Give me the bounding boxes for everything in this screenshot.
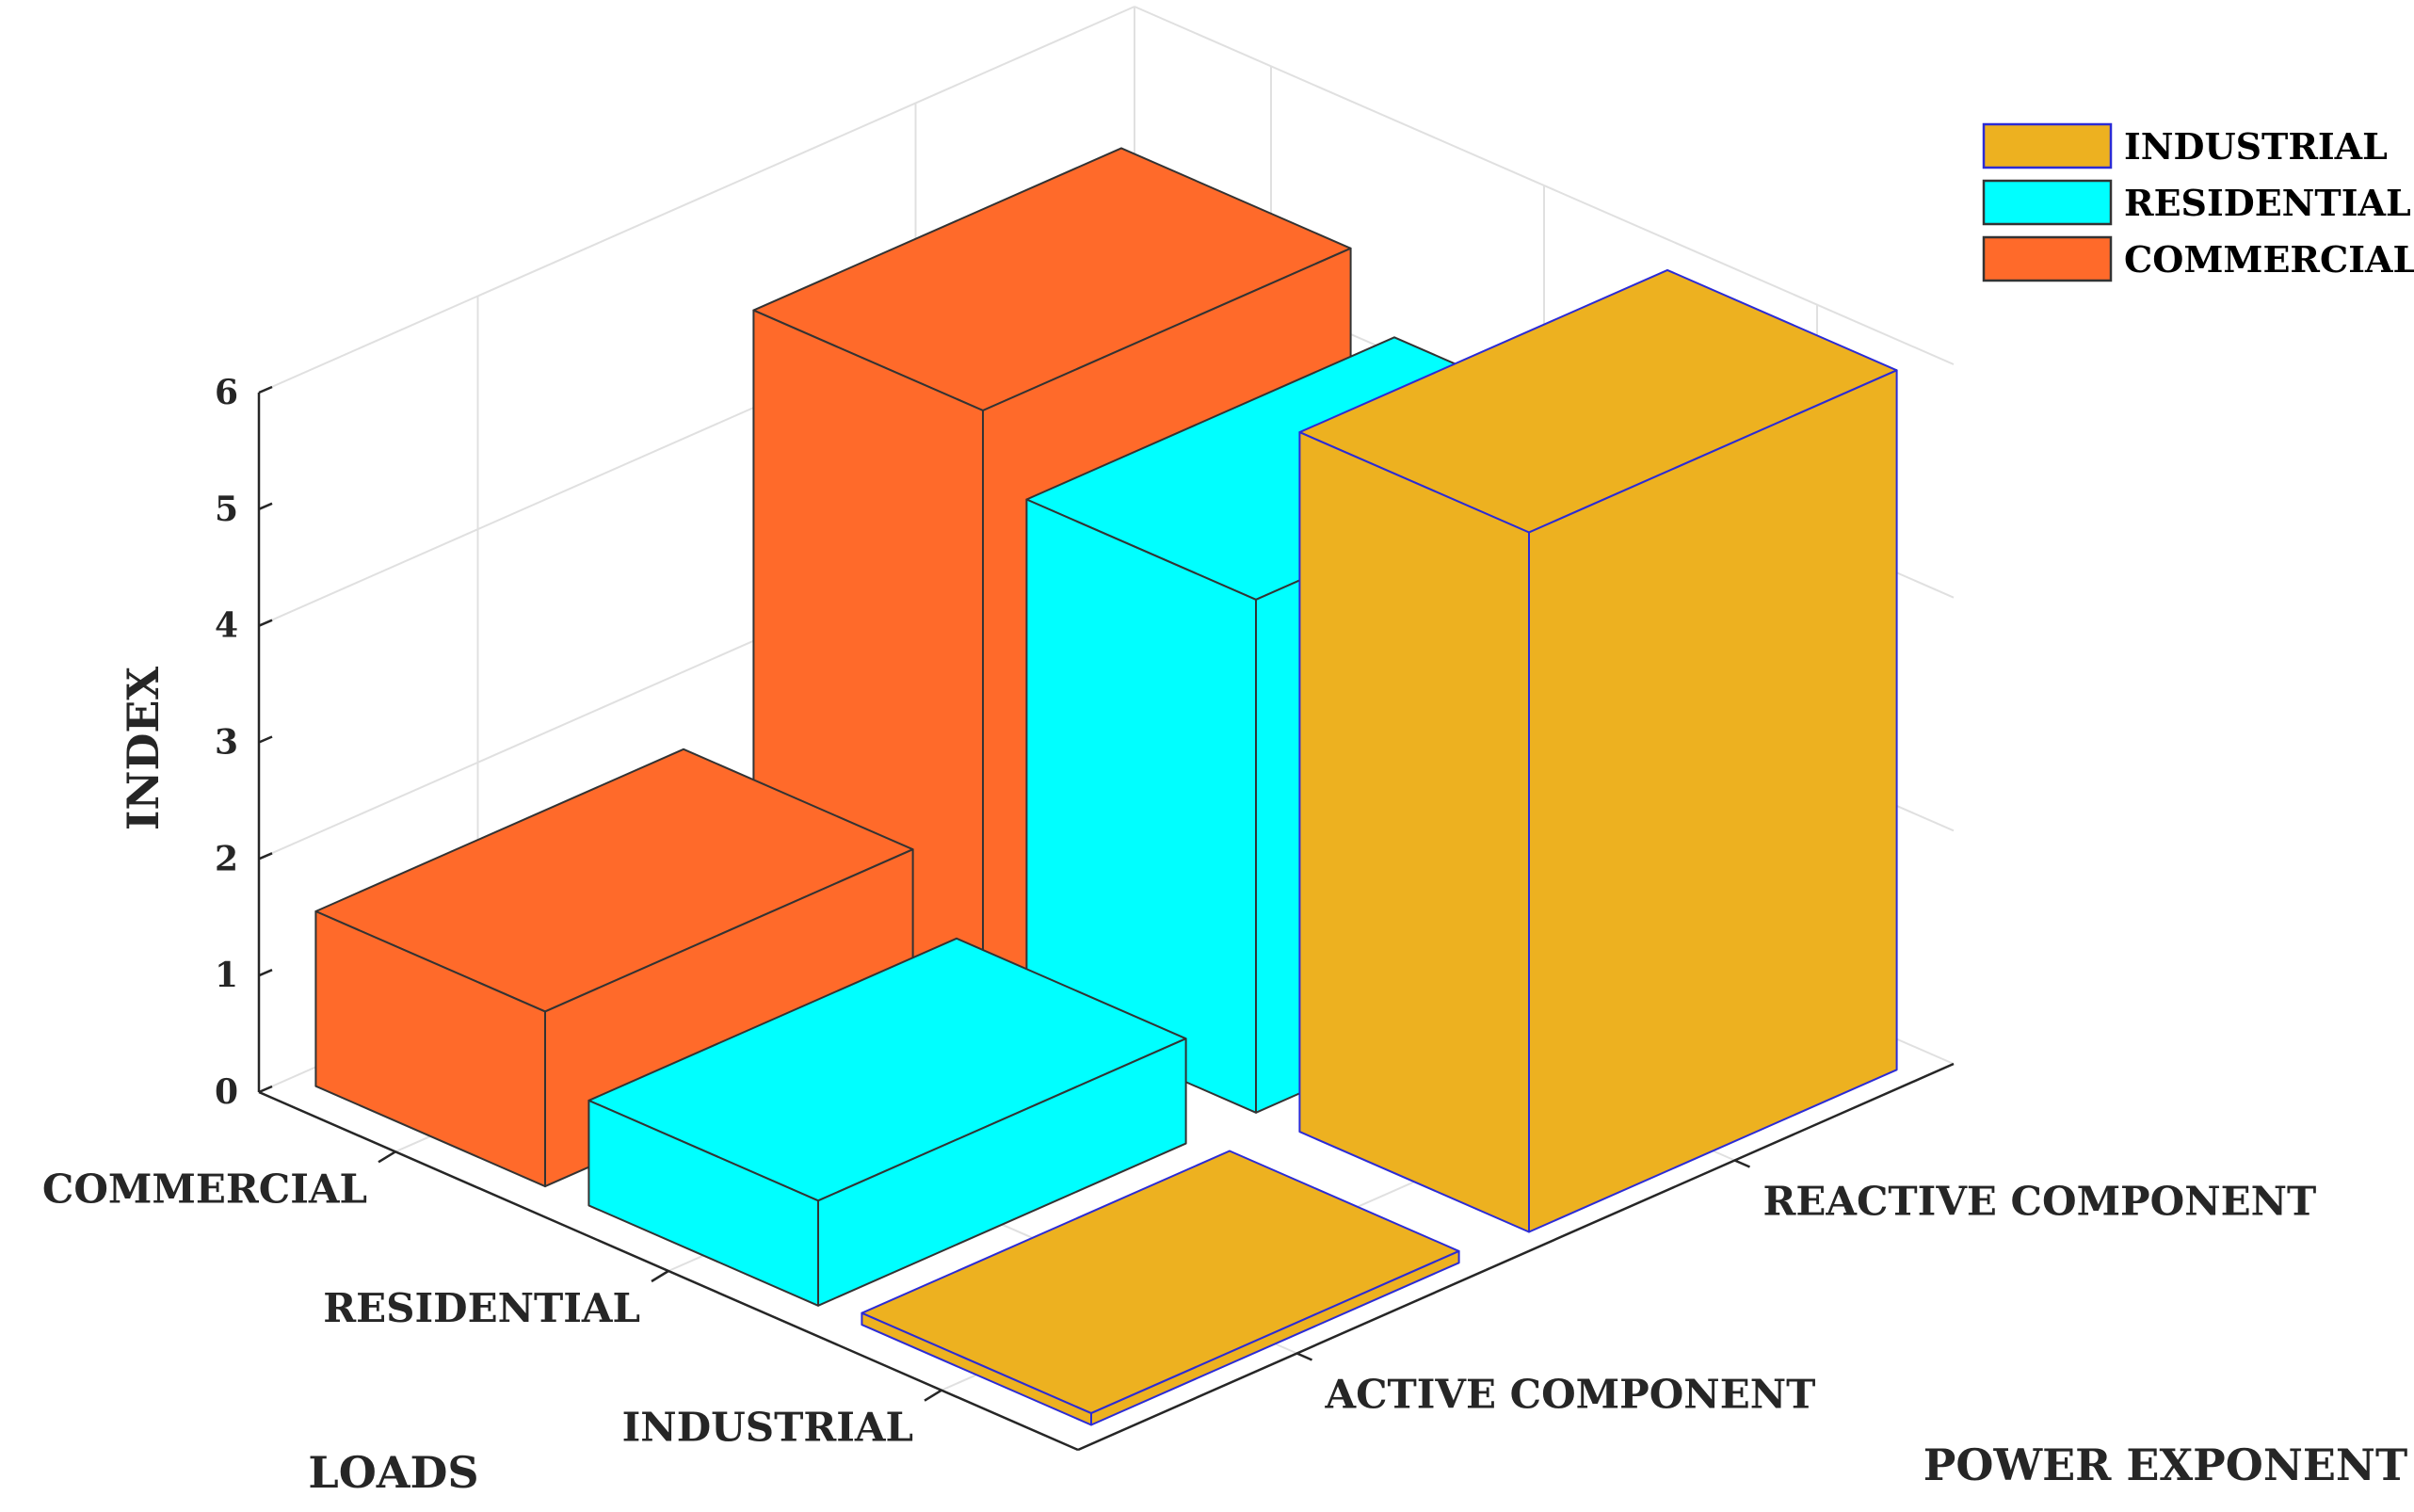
y-axis-line [1077, 1062, 1955, 1452]
load-label: INDUSTRIAL [622, 1405, 913, 1451]
z-tick-label: 2 [215, 839, 238, 878]
component-label: REACTIVE COMPONENT [1763, 1179, 2317, 1225]
legend-entry-label: RESIDENTIAL [2124, 182, 2411, 224]
bar-industrial-active [861, 1150, 1460, 1426]
legend: INDUSTRIAL RESIDENTIAL COMMERCIAL [1982, 122, 2414, 282]
x-tick [924, 1389, 942, 1402]
component-label: ACTIVE COMPONENT [1325, 1372, 1816, 1418]
z-tick [258, 969, 273, 977]
bar-face [1298, 431, 1530, 1233]
bar-face [314, 910, 546, 1188]
component-category-labels: ACTIVE COMPONENT REACTIVE COMPONENT [1296, 1159, 2317, 1418]
x-tick [651, 1269, 669, 1283]
load-label: COMMERCIAL [42, 1166, 367, 1212]
z-axis-title: INDEX [118, 667, 169, 831]
bar-residential-active [587, 937, 1187, 1307]
z-tick-label: 6 [215, 373, 238, 412]
z-tick-label: 4 [215, 606, 238, 646]
bar-industrial-reactive [1298, 268, 1898, 1233]
bar-face [861, 1311, 1092, 1426]
legend-entry-label: COMMERCIAL [2124, 238, 2414, 281]
z-tick [258, 619, 273, 627]
y-tick [1296, 1352, 1313, 1361]
z-tick [258, 852, 273, 861]
z-tick [258, 1085, 273, 1094]
z-tick-label: 5 [215, 490, 238, 529]
z-tick [258, 385, 273, 394]
bars [314, 147, 1898, 1426]
z-tick-labels: 0 1 2 3 4 5 6 [215, 373, 273, 1112]
back-wall-gridline [258, 6, 1135, 394]
bar-commercial-active [314, 748, 914, 1188]
z-tick [258, 502, 273, 510]
y-tick [1733, 1159, 1751, 1168]
z-tick [258, 735, 273, 744]
legend-entry-label: INDUSTRIAL [2124, 125, 2388, 168]
x-tick [378, 1150, 396, 1164]
bar-face [587, 1099, 819, 1307]
z-tick-label: 3 [215, 723, 238, 763]
legend-swatch [1982, 122, 2113, 169]
legend-swatch [1982, 179, 2113, 226]
z-tick-label: 0 [215, 1072, 238, 1112]
load-label: RESIDENTIAL [323, 1285, 640, 1331]
x-axis-title: LOADS [308, 1447, 478, 1498]
y-axis-title: POWER EXPONENT [1923, 1440, 2407, 1490]
legend-swatch [1982, 235, 2113, 282]
z-tick-label: 1 [215, 956, 238, 995]
load-category-labels: COMMERCIAL RESIDENTIAL INDUSTRIAL [42, 1150, 942, 1451]
